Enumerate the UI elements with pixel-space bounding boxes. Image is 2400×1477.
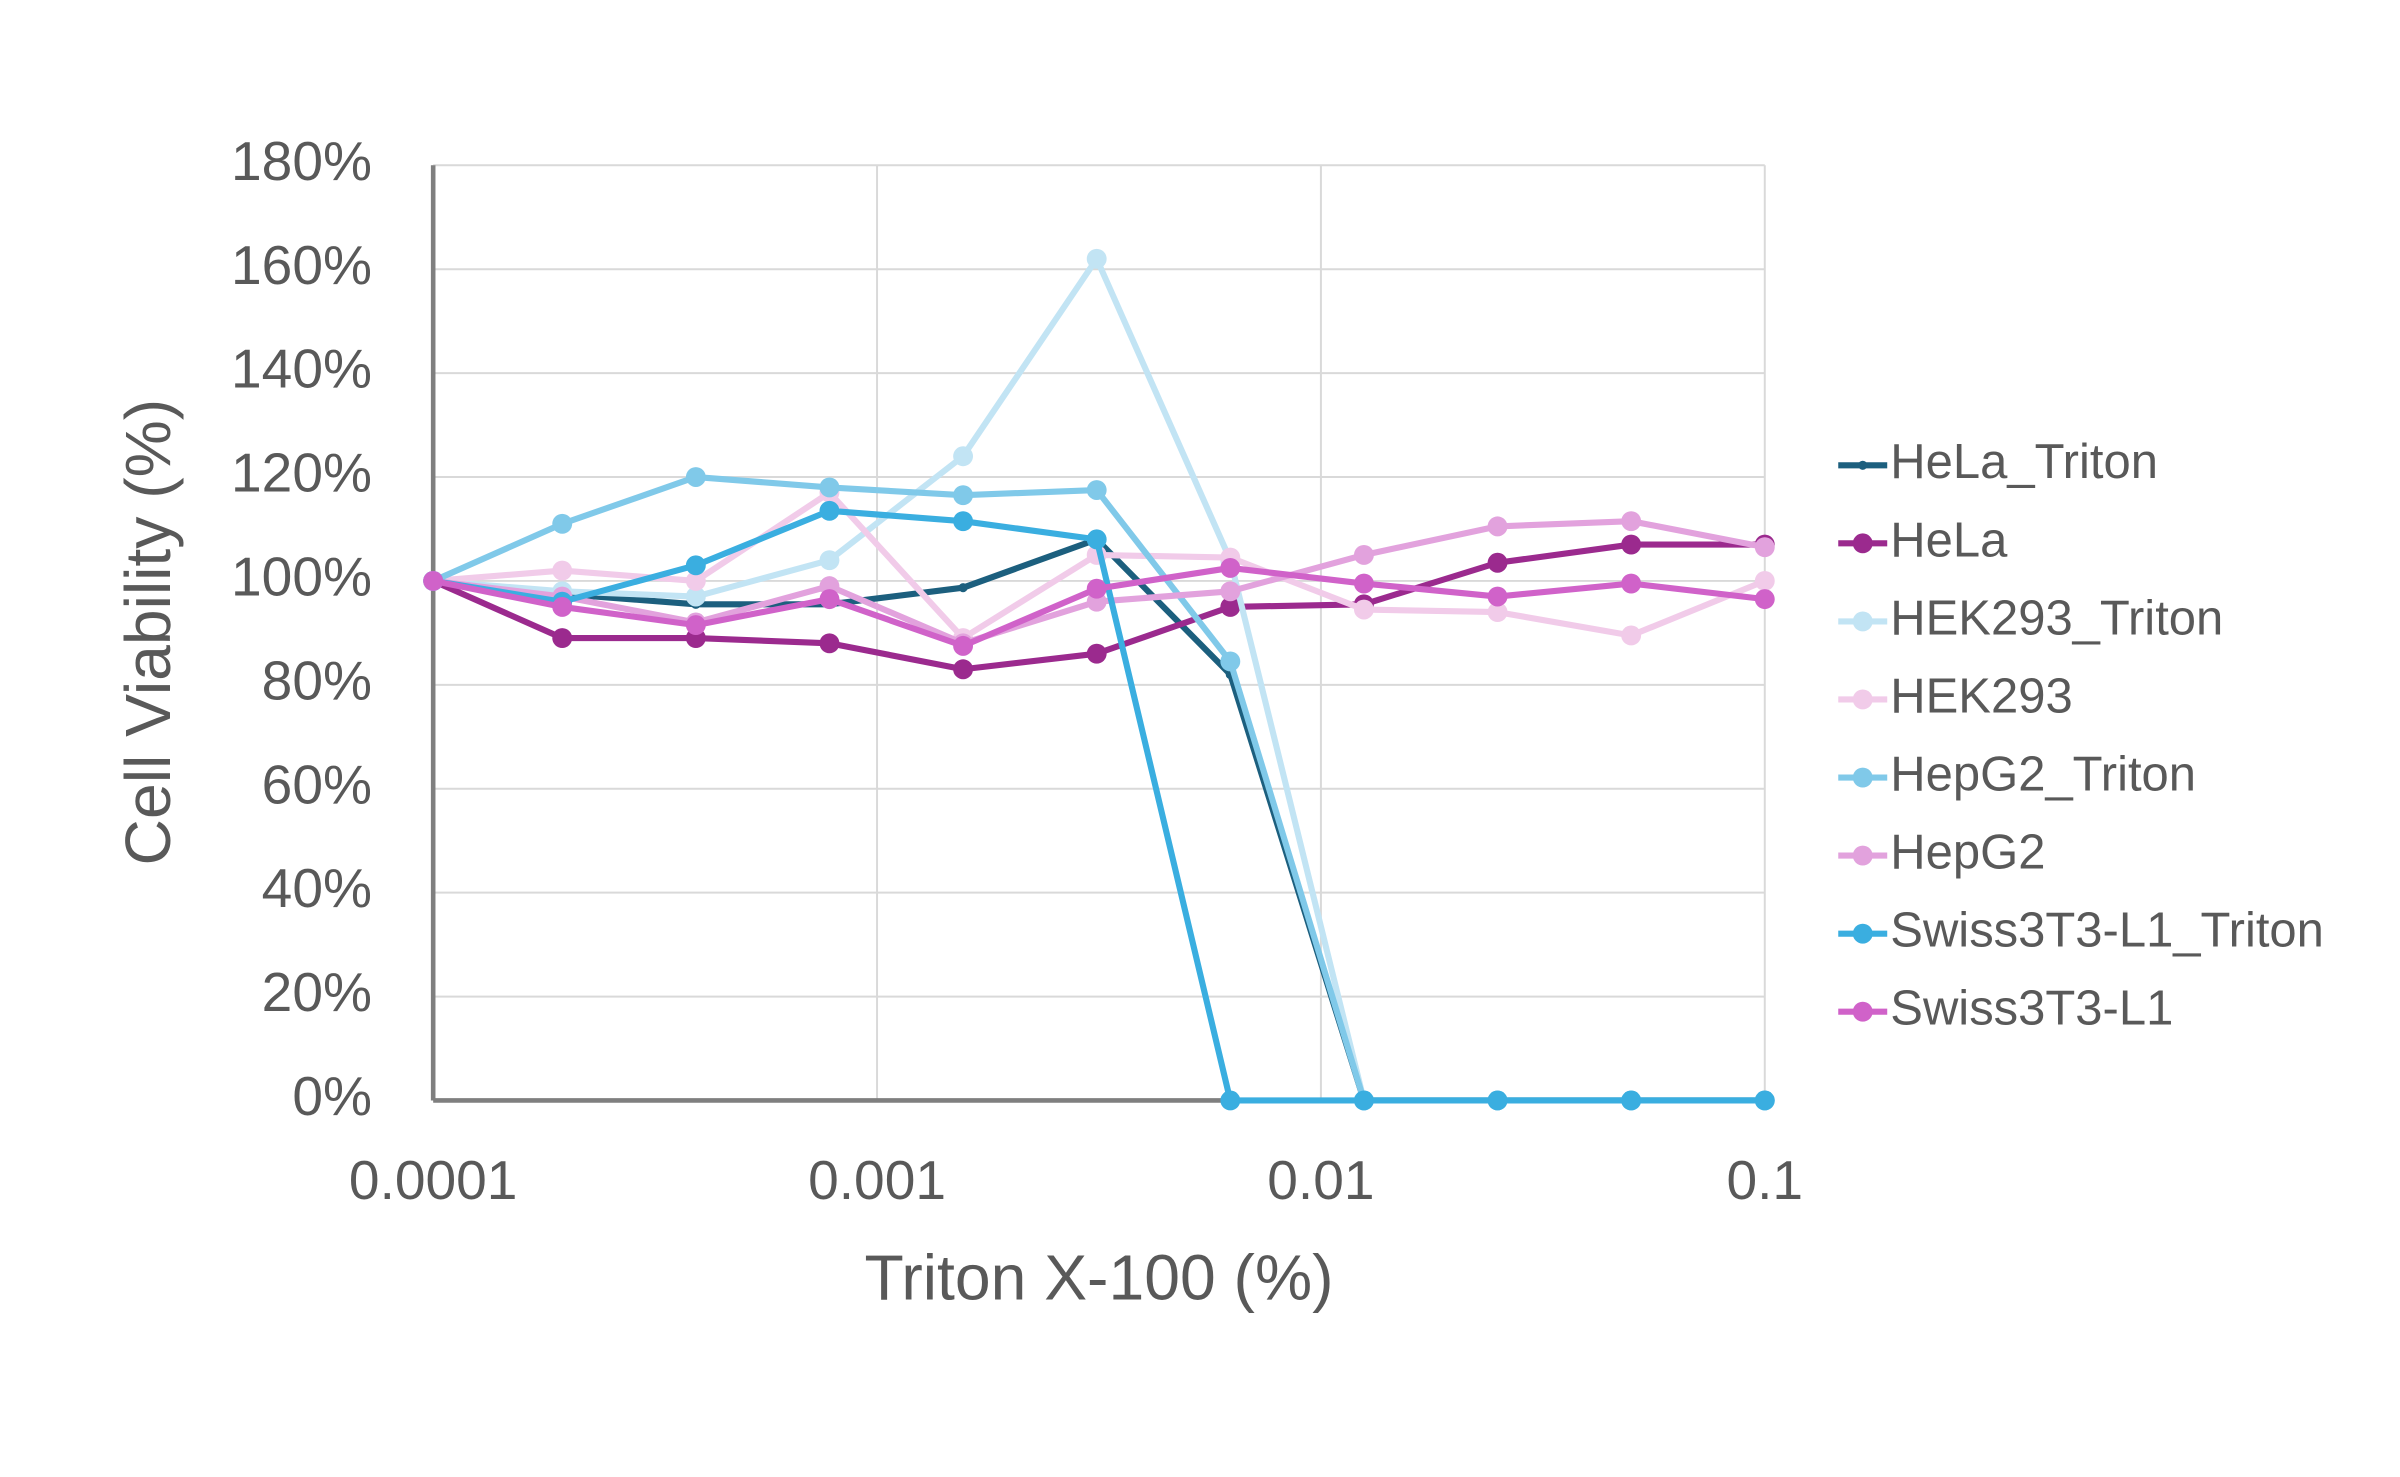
series	[423, 500, 1775, 1111]
legend-marker	[1852, 923, 1873, 944]
x-tick-label: 0.01	[1267, 1149, 1374, 1211]
data-point	[1487, 516, 1508, 537]
data-point	[1487, 552, 1508, 573]
y-tick-label: 60%	[262, 753, 372, 815]
data-point	[1621, 534, 1642, 555]
legend-marker	[1858, 460, 1868, 470]
legend-marker	[1852, 1001, 1873, 1022]
y-tick-label: 100%	[231, 545, 372, 607]
data-point	[1220, 557, 1241, 578]
data-point	[1353, 599, 1374, 620]
data-point	[953, 659, 974, 680]
data-point	[1220, 581, 1241, 602]
data-point	[1220, 1090, 1241, 1111]
data-point	[1487, 602, 1508, 623]
legend-label: HEK293	[1890, 669, 2072, 723]
series	[423, 557, 1775, 656]
legend-label: Swiss3T3-L1_Triton	[1890, 904, 2324, 958]
y-tick-label: 160%	[231, 234, 372, 296]
data-point	[1487, 586, 1508, 607]
data-point	[819, 633, 840, 654]
data-point	[1086, 248, 1107, 269]
data-point	[819, 550, 840, 571]
data-point	[953, 635, 974, 656]
y-tick-label: 20%	[262, 961, 372, 1023]
y-tick-label: 40%	[262, 857, 372, 919]
legend-marker	[1852, 611, 1873, 632]
legend-label: HEK293_Triton	[1890, 591, 2223, 645]
legend-marker	[1852, 767, 1873, 788]
data-point	[1754, 1090, 1775, 1111]
legend-marker	[1852, 689, 1873, 710]
data-point	[685, 570, 706, 591]
data-point	[1621, 625, 1642, 646]
data-point	[1353, 545, 1374, 565]
data-point	[1086, 480, 1107, 500]
data-point	[552, 596, 573, 617]
legend-label: HepG2	[1890, 826, 2045, 880]
data-point	[1086, 578, 1107, 599]
data-point	[552, 513, 573, 534]
data-point	[423, 570, 444, 591]
data-point	[552, 560, 573, 581]
data-point	[1754, 570, 1775, 591]
data-point	[1754, 589, 1775, 610]
data-point	[1220, 596, 1241, 617]
series-line	[432, 255, 1765, 1104]
legend-marker	[1852, 533, 1873, 554]
data-point	[1353, 573, 1374, 594]
data-point	[685, 586, 706, 607]
data-point	[819, 500, 840, 521]
data-point	[1220, 651, 1241, 672]
y-tick-label: 180%	[231, 130, 372, 192]
data-point	[953, 511, 974, 532]
x-axis-title: Triton X-100 (%)	[864, 1242, 1333, 1314]
data-point	[1487, 1090, 1508, 1111]
data-point	[685, 615, 706, 636]
data-point	[1353, 1090, 1374, 1111]
x-tick-label: 0.1	[1726, 1149, 1803, 1211]
data-point	[685, 467, 706, 487]
data-point	[953, 446, 974, 467]
y-tick-label: 80%	[262, 649, 372, 711]
series	[423, 482, 1775, 649]
y-tick-label: 120%	[231, 442, 372, 504]
series	[423, 248, 1775, 1111]
y-axis-title: Cell Viability (%)	[112, 399, 184, 866]
x-tick-label: 0.0001	[349, 1149, 518, 1211]
legend-label: HeLa	[1890, 513, 2008, 567]
y-tick-label: 140%	[231, 338, 372, 400]
data-point	[1621, 1090, 1642, 1111]
data-point	[958, 583, 968, 593]
data-point	[1086, 529, 1107, 550]
data-point	[1621, 511, 1642, 532]
data-point	[819, 589, 840, 610]
data-point	[1086, 643, 1107, 664]
legend-label: HeLa_Triton	[1890, 435, 2158, 489]
data-point	[552, 628, 573, 649]
data-point	[819, 477, 840, 498]
data-point	[953, 485, 974, 506]
data-point	[685, 555, 706, 576]
series	[423, 534, 1775, 680]
legend-label: Swiss3T3-L1	[1890, 982, 2173, 1036]
data-point	[1621, 573, 1642, 594]
series	[428, 534, 1770, 1106]
legend-marker	[1852, 845, 1873, 866]
y-tick-label: 0%	[292, 1065, 372, 1127]
x-tick-label: 0.001	[808, 1149, 946, 1211]
legend-label: HepG2_Triton	[1890, 747, 2196, 801]
data-point	[1754, 537, 1775, 558]
